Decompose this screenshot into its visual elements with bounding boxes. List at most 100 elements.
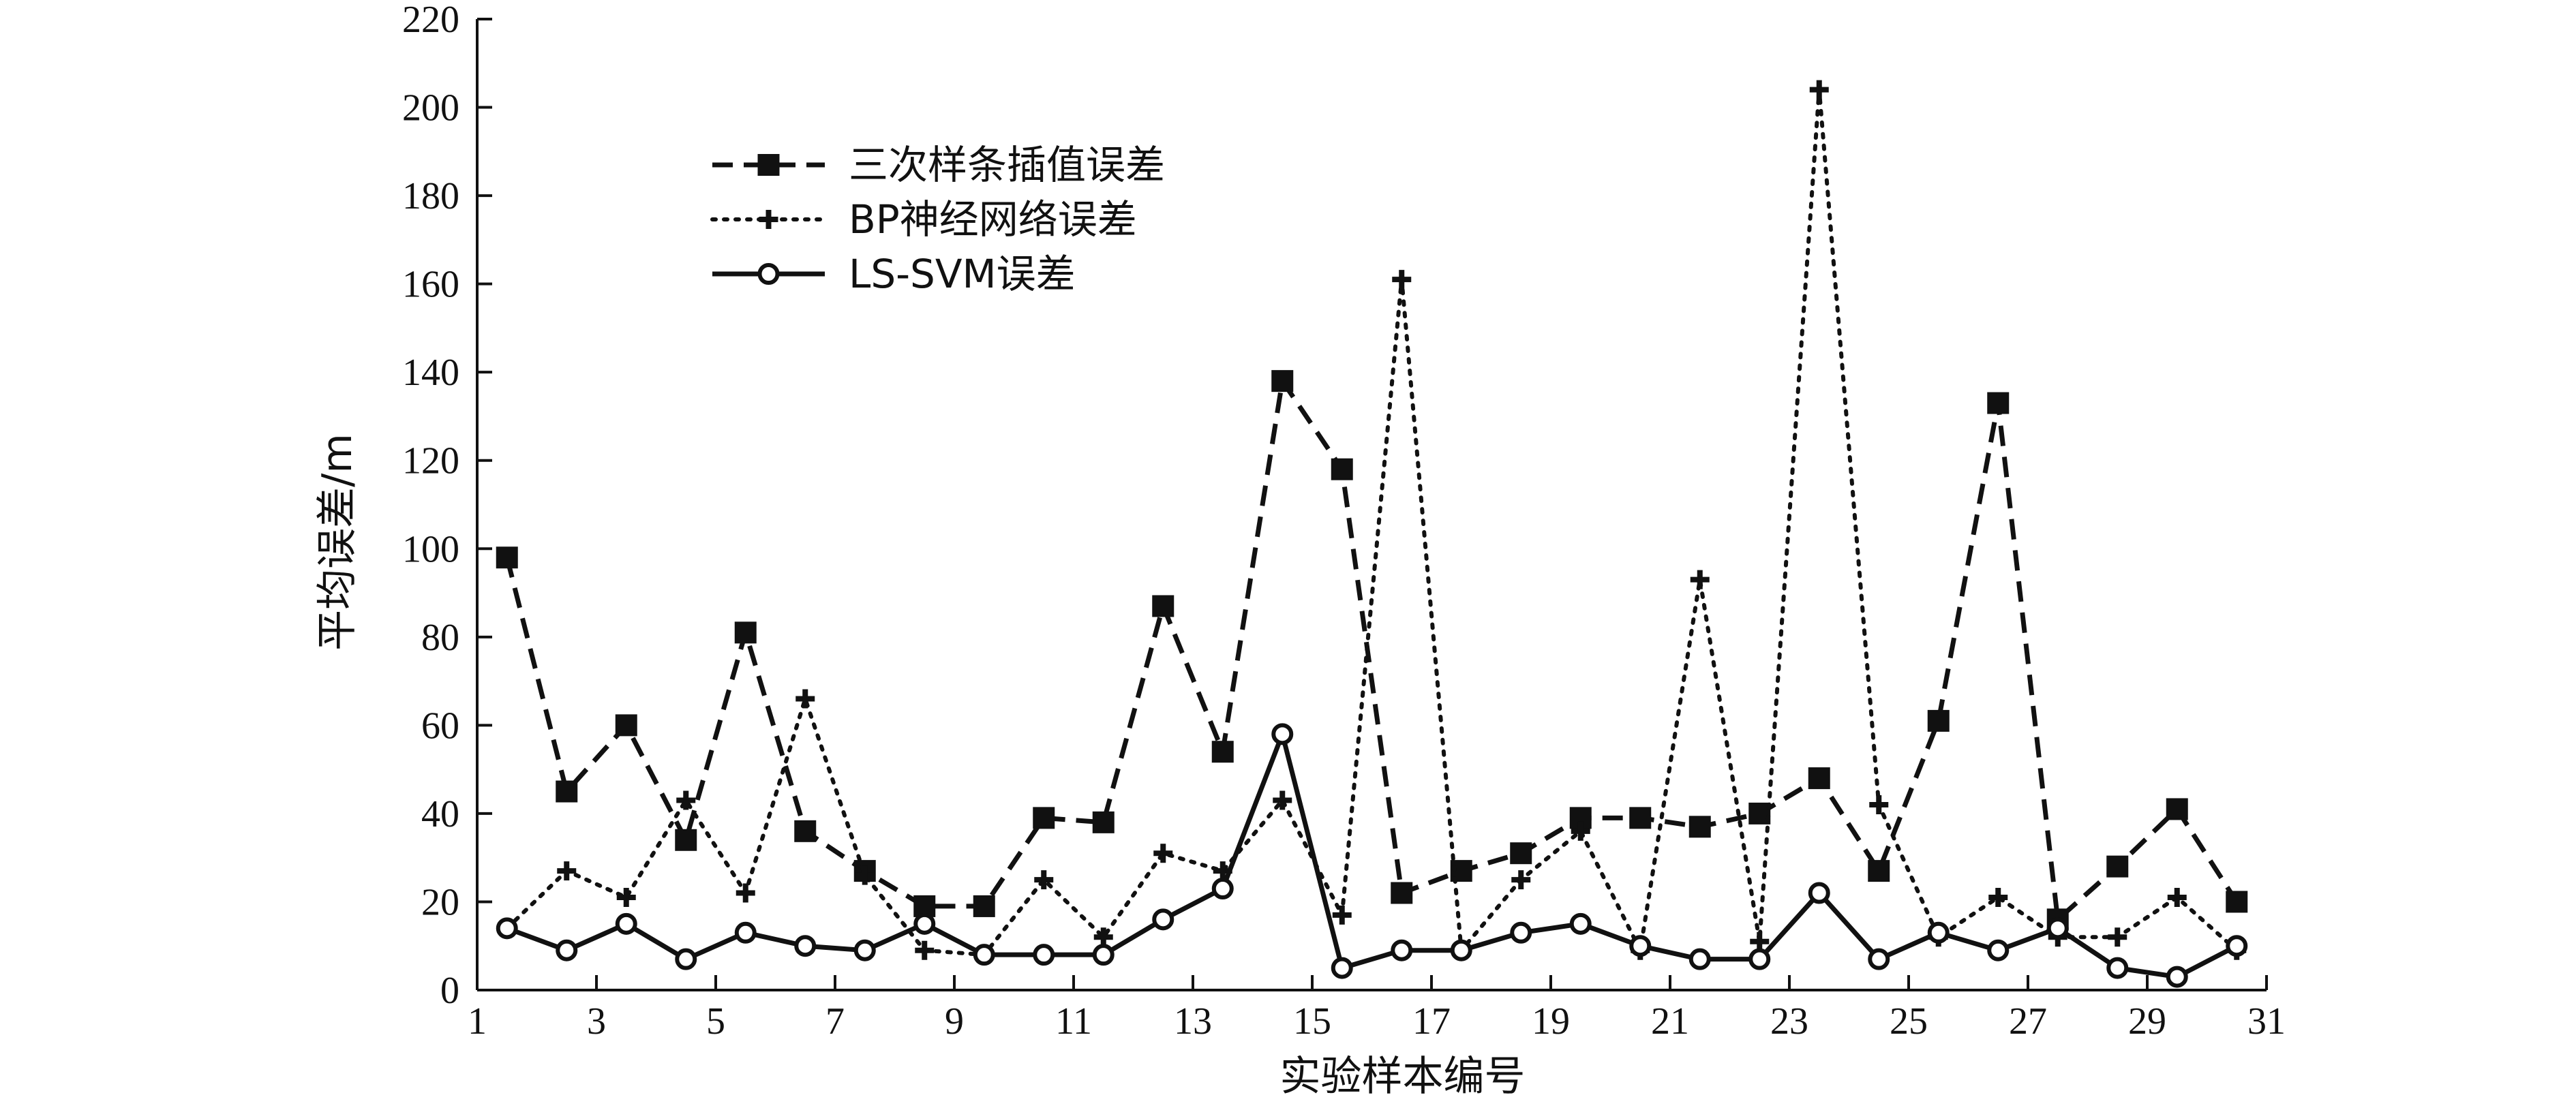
x-tick-label: 17 xyxy=(1412,1000,1451,1043)
data-point-bp xyxy=(855,865,875,885)
x-tick-label: 15 xyxy=(1293,1000,1331,1043)
data-point-bp xyxy=(1153,844,1173,863)
data-point-spline xyxy=(1688,816,1711,838)
data-point-lssvm xyxy=(1450,939,1472,961)
data-point-bp xyxy=(1750,931,1770,951)
data-point-bp xyxy=(676,790,696,810)
data-point-spline xyxy=(1033,807,1055,829)
x-tick-label: 3 xyxy=(587,1000,606,1043)
data-point-spline xyxy=(2226,891,2248,913)
data-point-bp xyxy=(1273,790,1292,810)
data-point-spline xyxy=(2166,798,2188,820)
data-point-bp xyxy=(1571,821,1590,841)
data-point-bp xyxy=(915,940,935,960)
data-point-spline xyxy=(1271,370,1294,392)
x-tick-label: 23 xyxy=(1770,1000,1808,1043)
data-point-spline xyxy=(675,829,697,851)
series-line-lssvm xyxy=(506,731,2238,980)
x-tick-label: 11 xyxy=(1055,1000,1092,1043)
x-tick-label: 9 xyxy=(945,1000,964,1043)
data-point-lssvm xyxy=(1748,948,1771,970)
data-point-spline xyxy=(1391,882,1413,904)
data-point-lssvm xyxy=(1152,908,1175,931)
data-point-spline xyxy=(1808,767,1830,790)
data-point-lssvm xyxy=(1808,882,1830,904)
y-tick-label: 220 xyxy=(402,0,459,41)
data-point-lssvm xyxy=(556,939,578,961)
data-point-lssvm xyxy=(853,939,876,961)
x-tick-label: 27 xyxy=(2009,1000,2047,1043)
y-tick-label: 140 xyxy=(402,352,459,394)
x-tick-label: 29 xyxy=(2128,1000,2166,1043)
y-tick-label: 160 xyxy=(402,264,459,306)
y-tick-label: 0 xyxy=(440,970,459,1012)
data-point-lssvm xyxy=(496,917,518,940)
data-point-spline xyxy=(973,895,995,917)
data-point-spline xyxy=(556,780,578,803)
legend-label: BP神经网络误差 xyxy=(849,196,1137,243)
data-point-lssvm xyxy=(1391,939,1413,961)
data-point-lssvm xyxy=(794,935,817,957)
y-tick-label: 20 xyxy=(421,881,459,923)
data-point-spline xyxy=(1331,458,1353,480)
data-point-lssvm xyxy=(1987,939,2010,961)
series-bp xyxy=(497,80,2247,965)
data-point-lssvm xyxy=(2226,935,2248,957)
data-point-lssvm xyxy=(1569,912,1592,935)
data-point-bp xyxy=(1809,80,1829,99)
data-point-lssvm xyxy=(1510,921,1532,944)
data-point-spline xyxy=(496,546,518,569)
data-point-spline xyxy=(1629,807,1652,829)
x-tick-label: 21 xyxy=(1651,1000,1689,1043)
legend-marker xyxy=(757,154,780,176)
data-point-lssvm xyxy=(1331,957,1353,979)
data-point-lssvm xyxy=(2046,917,2069,940)
y-axis-title: 平均误差/m xyxy=(314,433,361,651)
data-point-bp xyxy=(2108,927,2127,947)
data-point-spline xyxy=(794,820,817,842)
y-tick-label: 60 xyxy=(421,705,459,747)
data-point-lssvm xyxy=(973,944,995,966)
x-tick-label: 31 xyxy=(2247,1000,2286,1043)
data-point-lssvm xyxy=(675,948,697,970)
legend-label: 三次样条插值误差 xyxy=(849,142,1165,188)
data-point-bp xyxy=(616,887,636,907)
y-tick-label: 180 xyxy=(402,175,459,217)
data-point-spline xyxy=(1868,860,1890,882)
series-layer xyxy=(496,80,2248,988)
legend: 三次样条插值误差 BP神经网络误差 LS-SVM误差 xyxy=(710,142,1165,297)
series-lssvm xyxy=(496,723,2248,988)
data-point-spline xyxy=(1927,709,1950,732)
y-tick-label: 80 xyxy=(421,617,459,659)
data-point-lssvm xyxy=(1927,921,1950,944)
data-point-spline xyxy=(615,714,637,737)
data-point-spline xyxy=(1211,741,1234,763)
data-point-lssvm xyxy=(1629,935,1652,957)
data-point-bp xyxy=(1988,887,2008,907)
x-tick-label: 5 xyxy=(706,1000,725,1043)
y-tick-label: 40 xyxy=(421,793,459,835)
legend-label: LS-SVM误差 xyxy=(849,251,1076,297)
data-point-spline xyxy=(1152,595,1175,617)
data-point-bp xyxy=(1332,905,1352,925)
x-axis-title: 实验样本编号 xyxy=(1280,1053,1526,1100)
legend-item-bp: BP神经网络误差 xyxy=(710,196,1137,243)
data-point-lssvm xyxy=(1211,878,1234,900)
data-point-bp xyxy=(1511,870,1531,890)
data-point-lssvm xyxy=(913,912,936,935)
data-point-spline xyxy=(2106,855,2129,878)
data-point-bp xyxy=(1034,870,1054,890)
x-tick-label: 7 xyxy=(825,1000,845,1043)
data-point-bp xyxy=(557,861,577,881)
legend-marker xyxy=(757,263,780,285)
series-line-spline xyxy=(504,378,2239,922)
data-point-lssvm xyxy=(734,921,757,944)
data-point-lssvm xyxy=(1033,944,1055,966)
data-point-lssvm xyxy=(2106,957,2129,979)
data-point-bp xyxy=(1690,570,1710,589)
data-point-spline xyxy=(1510,842,1532,865)
data-point-spline xyxy=(734,621,757,644)
data-point-bp xyxy=(736,883,755,903)
